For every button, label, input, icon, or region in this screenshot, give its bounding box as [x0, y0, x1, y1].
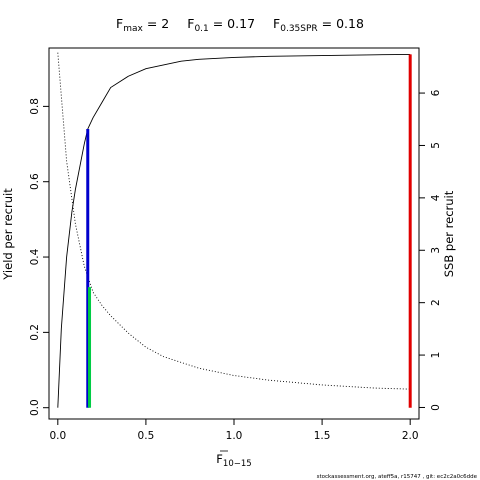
x-tick-label: 0.5: [138, 430, 155, 442]
y-right-tick-label: 3: [430, 247, 442, 254]
ssb-per-recruit-line: [57, 52, 411, 390]
y-right-tick-label: 4: [430, 194, 442, 201]
x-tick-label: 1.0: [226, 430, 243, 442]
y-left-tick-label: 0.6: [29, 173, 41, 190]
y-left-tick-label: 0.4: [29, 248, 41, 265]
fmax-value: = 2: [143, 16, 169, 31]
x-tick-label: 1.5: [314, 430, 331, 442]
y-left-tick-label: 0.8: [29, 98, 41, 115]
y-right-tick-label: 5: [430, 142, 442, 149]
y-right-tick-label: 6: [430, 89, 442, 96]
x-tick-label: 2.0: [402, 430, 419, 442]
chart-title: Fmax = 2 F0.1 = 0.17 F0.35SPR = 0.18: [116, 16, 364, 34]
f01-label: F: [187, 16, 194, 31]
fmax-sub: max: [123, 24, 143, 34]
reference-lines: [86, 54, 412, 408]
fspr-label: F: [273, 16, 280, 31]
fspr-value: = 0.18: [318, 16, 364, 31]
y-axis-left: 0.0 0.2 0.4 0.6 0.8: [29, 98, 49, 416]
yield-per-recruit-line: [57, 53, 411, 408]
plot-frame: [48, 47, 420, 420]
y-right-tick-label: 0: [430, 404, 442, 411]
footer-text: stockassessment.org, ateff5a, r15747 , g…: [317, 474, 478, 480]
fspr-sub: 0.35SPR: [280, 24, 317, 34]
x-axis-title-main: F: [216, 452, 223, 466]
y-axis-right: 0 1 2 3 4 5 6: [419, 89, 442, 411]
f01-value: = 0.17: [209, 16, 255, 31]
f01-sub: 0.1: [194, 24, 208, 34]
y-axis-left-title: Yield per recruit: [1, 188, 15, 281]
fmax-label: F: [116, 16, 123, 31]
x-axis-title-sub: 10−15: [223, 459, 252, 469]
y-left-tick-label: 0.0: [29, 399, 41, 416]
x-tick-label: 0.0: [49, 430, 66, 442]
y-right-tick-label: 2: [430, 299, 442, 306]
series-layer: [57, 52, 411, 408]
y-right-tick-label: 1: [430, 352, 442, 359]
x-axis: 0.0 0.5 1.0 1.5 2.0: [49, 419, 419, 442]
x-axis-title: F10−15: [216, 452, 251, 469]
y-axis-right-title: SSB per recruit: [442, 190, 456, 277]
y-left-tick-label: 0.2: [29, 324, 41, 341]
